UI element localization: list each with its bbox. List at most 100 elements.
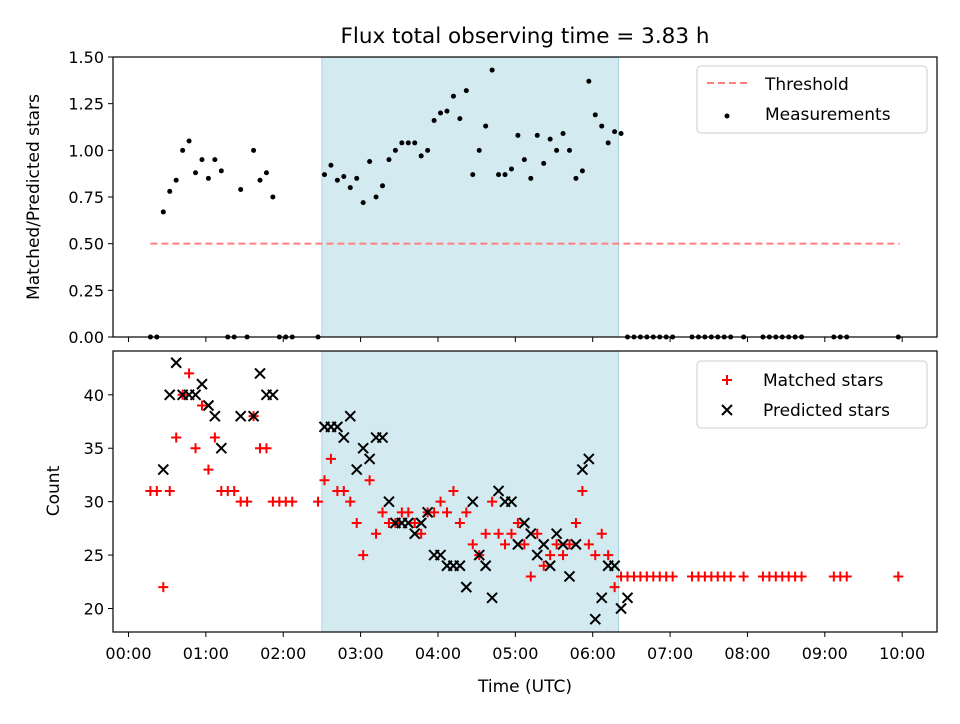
matched-point xyxy=(261,443,272,454)
measurement-point xyxy=(334,177,340,183)
top-panel: 0.00 0.25 0.50 0.75 1.00 1.25 1.50 Threshold Mea… xyxy=(68,48,938,347)
xtick-label: 04:00 xyxy=(415,644,461,663)
legend-matched-swatch xyxy=(722,375,732,385)
bottom-ytick-label: 35 xyxy=(84,439,104,458)
measurement-point xyxy=(444,108,450,114)
bottom-ylabel: Count xyxy=(44,465,64,516)
measurement-point xyxy=(470,172,476,178)
predicted-point xyxy=(164,389,176,401)
xtick-label: 01:00 xyxy=(183,644,229,663)
measurement-point xyxy=(321,172,327,178)
xtick-label: 06:00 xyxy=(570,644,616,663)
predicted-point xyxy=(331,421,344,433)
measurement-point xyxy=(341,173,347,179)
matched-point xyxy=(171,432,182,443)
matched-point xyxy=(448,485,459,496)
matched-point xyxy=(409,518,420,529)
measurement-point xyxy=(483,123,489,129)
predicted-point xyxy=(247,410,260,422)
matched-point xyxy=(487,496,498,507)
legend-predicted-label: Predicted stars xyxy=(763,401,890,421)
matched-point xyxy=(796,571,807,582)
bottom-axes-frame xyxy=(112,350,938,633)
legend-threshold-label: Threshold xyxy=(764,75,849,95)
predicted-point xyxy=(576,463,589,476)
matched-point xyxy=(590,550,601,561)
measurement-point xyxy=(534,132,540,138)
predicted-point xyxy=(518,517,531,529)
matched-point xyxy=(416,528,427,539)
measurement-point xyxy=(476,147,482,153)
matched-point xyxy=(725,571,736,582)
legend-predicted-swatch xyxy=(721,404,733,416)
matched-point xyxy=(164,485,175,496)
measurement-point xyxy=(399,140,405,146)
top-series-0 xyxy=(147,67,901,340)
xtick-label: 08:00 xyxy=(724,644,770,663)
bottom-ytick-label: 25 xyxy=(84,546,104,565)
matched-point xyxy=(841,571,852,582)
matched-point xyxy=(196,400,207,411)
measurement-point xyxy=(521,157,527,163)
measurement-point xyxy=(160,209,166,215)
matched-point xyxy=(532,528,543,539)
matched-point xyxy=(151,485,162,496)
measurement-point xyxy=(566,147,572,153)
predicted-point xyxy=(615,602,627,615)
matched-point xyxy=(313,496,324,507)
measurement-point xyxy=(502,172,508,178)
measurement-point xyxy=(270,194,276,200)
measurement-point xyxy=(612,129,618,135)
matched-point xyxy=(319,475,330,486)
top-ytick-label: 1.50 xyxy=(68,48,104,67)
matched-point xyxy=(358,550,369,561)
measurement-point xyxy=(180,147,186,153)
matched-point xyxy=(184,368,195,379)
matched-point xyxy=(461,507,472,518)
matched-point xyxy=(242,496,253,507)
predicted-point xyxy=(202,399,215,412)
bottom-panel: 20 25 30 35 40 00:00 01:00 02:00 03:00 04:00 05:00… xyxy=(84,350,938,663)
matched-point xyxy=(500,539,511,550)
measurement-point xyxy=(238,187,244,193)
measurement-point xyxy=(425,147,431,153)
measurement-point xyxy=(592,112,598,118)
matched-point xyxy=(493,528,504,539)
predicted-point xyxy=(215,442,228,454)
matched-point xyxy=(377,507,388,518)
predicted-point xyxy=(505,495,518,508)
measurement-point xyxy=(541,160,547,166)
matched-point xyxy=(545,550,556,561)
matched-point xyxy=(203,464,214,475)
predicted-point xyxy=(170,357,182,369)
legend-measurements-label: Measurements xyxy=(765,105,891,125)
predicted-point xyxy=(454,560,466,572)
matched-point xyxy=(371,528,382,539)
measurement-point xyxy=(405,140,411,146)
predicted-point xyxy=(363,453,376,465)
matched-point xyxy=(467,539,478,550)
measurement-point xyxy=(599,123,605,129)
predicted-point xyxy=(409,527,421,540)
measurement-point xyxy=(457,116,463,122)
measurement-point xyxy=(328,162,334,168)
predicted-point xyxy=(421,506,434,519)
top-ytick-label: 1.00 xyxy=(68,141,104,160)
predicted-point xyxy=(267,389,279,401)
measurement-point xyxy=(586,78,592,84)
legend-measurements-swatch xyxy=(724,113,730,119)
matched-point xyxy=(351,518,362,529)
predicted-point xyxy=(492,485,505,497)
predicted-point xyxy=(209,410,221,422)
matched-point xyxy=(441,507,452,518)
top-ytick-label: 0.50 xyxy=(68,235,104,254)
bottom-series-1 xyxy=(157,357,634,625)
predicted-point xyxy=(357,442,369,454)
matched-point xyxy=(190,443,201,454)
measurement-point xyxy=(173,177,179,183)
predicted-point xyxy=(254,367,266,380)
xtick-label: 10:00 xyxy=(879,644,925,663)
predicted-point xyxy=(512,538,524,551)
measurement-point xyxy=(605,140,611,146)
